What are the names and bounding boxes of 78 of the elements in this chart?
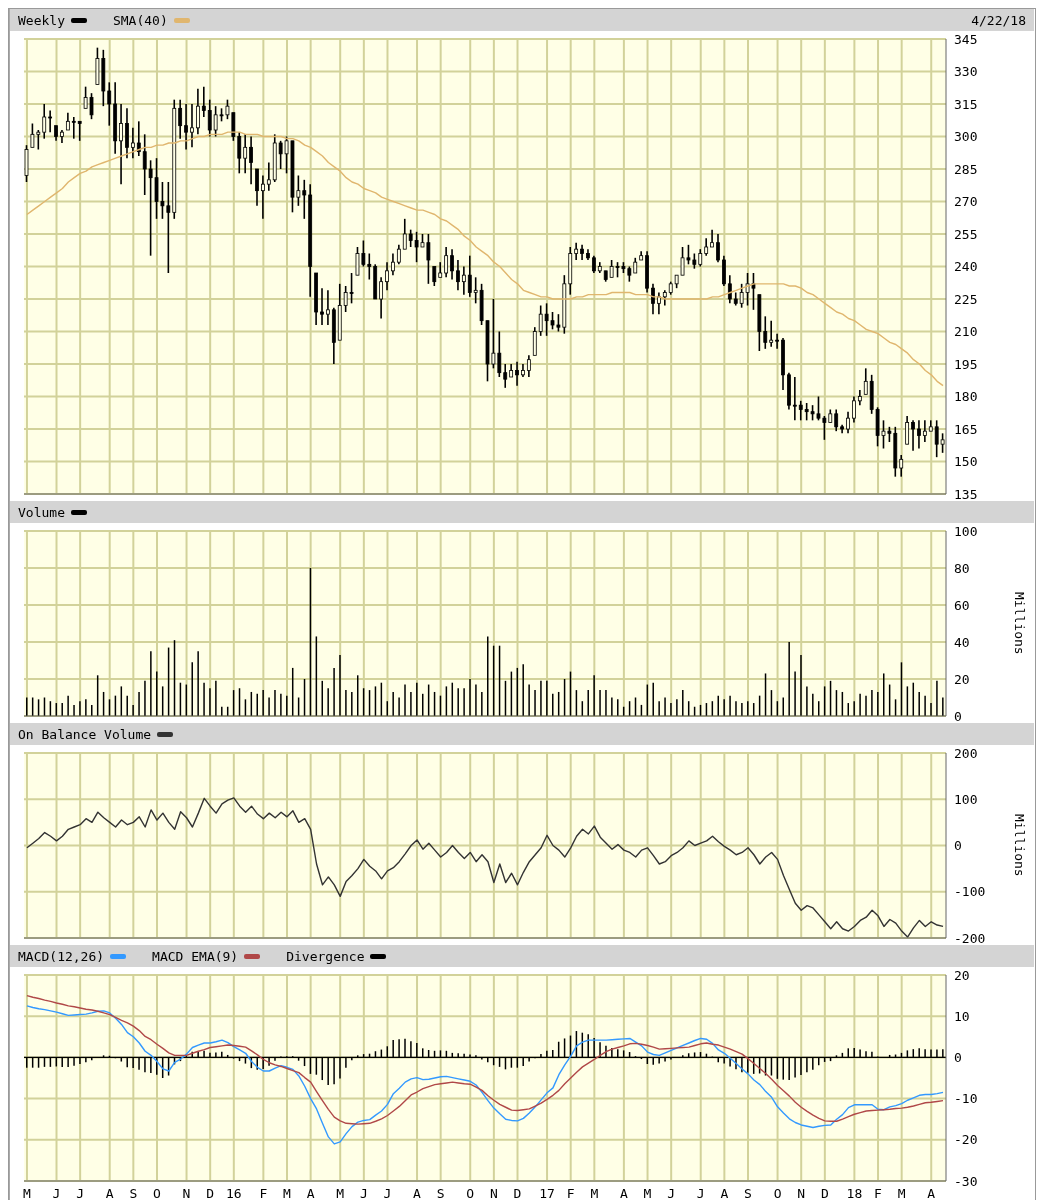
y-tick-label: 60	[954, 597, 970, 613]
legend-label: SMA(40)	[112, 12, 168, 28]
y-tick-label: 240	[954, 259, 978, 275]
legend-label: On Balance Volume	[18, 726, 152, 742]
y-tick-label: 225	[954, 291, 978, 307]
x-tick-label: D	[206, 1186, 215, 1200]
x-tick-label: A	[619, 1186, 628, 1200]
x-tick-label: S	[129, 1186, 138, 1200]
y-tick-label: 0	[954, 838, 962, 854]
y-tick-label: 210	[954, 324, 978, 340]
x-tick-label: F	[259, 1186, 268, 1200]
x-tick-label: J	[359, 1186, 368, 1200]
y-tick-label: 285	[954, 161, 978, 177]
x-tick-label: J	[696, 1186, 705, 1200]
y-tick-label: 180	[954, 389, 978, 405]
x-tick-label: O	[466, 1186, 475, 1200]
y-tick-label: 345	[954, 31, 978, 47]
legend-label: Volume	[18, 504, 65, 520]
y-tick-label: 0	[954, 1050, 962, 1066]
y-tick-label: 80	[954, 560, 970, 576]
y-tick-label: 200	[954, 745, 978, 761]
x-tick-label: D	[820, 1186, 829, 1200]
y-tick-label: 20	[954, 671, 970, 687]
y-tick-label: 165	[954, 421, 978, 437]
x-tick-label: M	[897, 1186, 906, 1200]
legend-label: MACD EMA(9)	[152, 948, 239, 964]
y-tick-label: 270	[954, 194, 978, 210]
x-tick-label: A	[306, 1186, 315, 1200]
y-tick-label: 330	[954, 64, 978, 80]
legend-label: Divergence	[286, 948, 365, 964]
y-axis-title: Millions	[1011, 591, 1027, 655]
x-tick-label: M	[23, 1186, 32, 1200]
x-tick-label: N	[489, 1186, 498, 1200]
y-tick-label: 100	[954, 523, 978, 539]
legend-label: MACD(12,26)	[18, 948, 105, 964]
x-tick-label: O	[773, 1186, 782, 1200]
y-tick-label: 315	[954, 96, 978, 112]
x-tick-label: S	[436, 1186, 445, 1200]
y-tick-label: 300	[954, 129, 978, 145]
y-tick-label: -30	[954, 1173, 978, 1189]
y-tick-label: -10	[954, 1091, 978, 1107]
x-tick-label: A	[413, 1186, 422, 1200]
y-tick-label: -100	[954, 884, 986, 900]
y-tick-label: 40	[954, 634, 970, 650]
y-tick-label: 0	[954, 708, 962, 724]
x-tick-label: M	[590, 1186, 599, 1200]
x-tick-label: M	[283, 1186, 292, 1200]
y-tick-label: 195	[954, 356, 978, 372]
y-tick-label: -200	[954, 930, 986, 946]
x-tick-label: D	[513, 1186, 522, 1200]
x-tick-label: M	[643, 1186, 652, 1200]
y-tick-label: 10	[954, 1008, 970, 1024]
x-tick-label: N	[182, 1186, 191, 1200]
x-tick-label: A	[105, 1186, 114, 1200]
y-axis-title: Millions	[1011, 813, 1027, 877]
x-tick-label: A	[927, 1186, 936, 1200]
y-tick-label: 135	[954, 486, 978, 502]
x-tick-label: J	[383, 1186, 392, 1200]
y-tick-label: -20	[954, 1132, 978, 1148]
x-tick-label: F	[566, 1186, 575, 1200]
y-tick-label: 150	[954, 454, 978, 470]
legend-label: Weekly	[18, 12, 65, 28]
x-tick-label: A	[720, 1186, 729, 1200]
x-tick-label: N	[797, 1186, 806, 1200]
text: 4/22/18	[971, 12, 1026, 28]
x-tick-label: M	[336, 1186, 345, 1200]
y-tick-label: 255	[954, 226, 978, 242]
x-tick-label: S	[744, 1186, 752, 1200]
x-tick-label: J	[76, 1186, 85, 1200]
x-tick-label: J	[667, 1186, 676, 1200]
x-tick-label: 18	[846, 1186, 863, 1200]
x-tick-label: O	[153, 1186, 162, 1200]
x-tick-label: 16	[225, 1186, 242, 1200]
y-tick-label: 20	[954, 967, 970, 983]
y-tick-label: 100	[954, 791, 978, 807]
x-tick-label: J	[52, 1186, 61, 1200]
x-tick-label: 17	[539, 1186, 555, 1200]
x-tick-label: F	[874, 1186, 883, 1200]
